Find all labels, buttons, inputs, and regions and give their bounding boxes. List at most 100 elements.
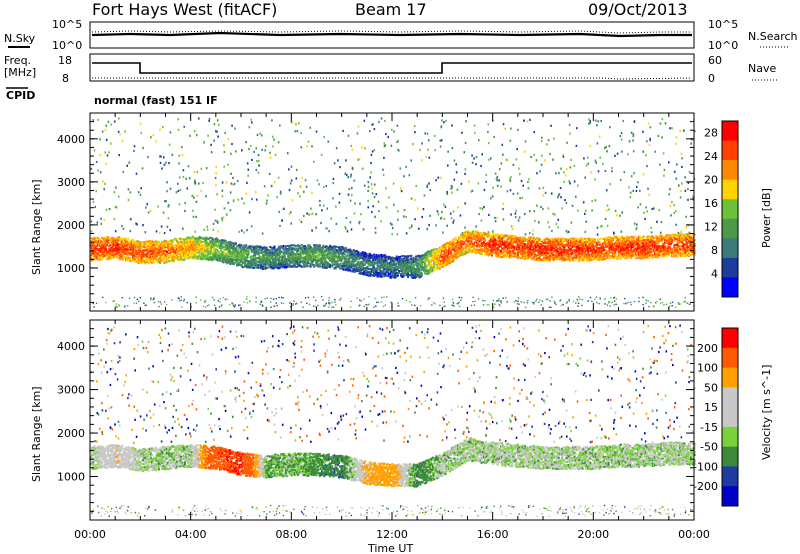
power-echo-cell bbox=[464, 230, 467, 233]
power-echo-cell bbox=[133, 255, 135, 258]
power-echo-cell bbox=[224, 260, 227, 263]
power-echo-cell bbox=[296, 262, 299, 265]
power-echo-cell bbox=[413, 275, 416, 277]
power-echo-cell bbox=[461, 247, 464, 250]
power-echo-cell bbox=[374, 271, 377, 274]
power-echo-cell bbox=[407, 258, 410, 261]
power-echo-cell bbox=[179, 251, 182, 254]
power-echo-cell bbox=[318, 263, 321, 266]
power-echo-cell bbox=[90, 254, 92, 257]
power-echo-cell bbox=[242, 254, 245, 257]
power-echo-cell bbox=[139, 241, 142, 244]
power-echo-cell bbox=[473, 248, 476, 251]
power-echo-cell bbox=[146, 253, 149, 255]
power-echo-cell bbox=[110, 248, 113, 251]
power-echo-cell bbox=[127, 256, 130, 259]
power-echo-cell bbox=[316, 259, 319, 262]
power-echo-cell bbox=[216, 258, 219, 261]
power-echo-cell bbox=[420, 273, 423, 276]
power-echo-cell bbox=[202, 250, 205, 253]
power-echo-cell bbox=[257, 245, 260, 248]
power-echo-cell bbox=[249, 260, 252, 263]
power-echo-cell bbox=[360, 271, 363, 274]
power-echo-cell bbox=[382, 260, 385, 263]
power-echo-cell bbox=[110, 256, 113, 259]
power-echo-cell bbox=[222, 254, 225, 257]
power-echo-cell bbox=[242, 256, 245, 259]
power-echo-cell bbox=[452, 246, 455, 249]
power-echo-cell bbox=[430, 249, 433, 252]
power-echo-cell bbox=[420, 272, 423, 275]
power-echo-cell bbox=[178, 253, 181, 256]
power-echo-cell bbox=[204, 250, 207, 253]
power-echo-cell bbox=[319, 259, 322, 262]
power-echo-cell bbox=[299, 264, 302, 267]
power-echo-cell bbox=[151, 247, 154, 250]
power-echo-cell bbox=[147, 257, 150, 260]
power-echo-cell bbox=[273, 253, 276, 256]
power-echo-cell bbox=[307, 258, 310, 261]
power-echo-cell bbox=[331, 256, 334, 259]
power-echo-cell bbox=[285, 252, 288, 255]
power-echo-cell bbox=[181, 246, 184, 249]
power-echo-cell bbox=[218, 257, 220, 260]
power-echo-cell bbox=[265, 252, 268, 254]
power-echo-cell bbox=[436, 265, 439, 268]
power-echo-cell bbox=[227, 258, 229, 261]
power-echo-cell bbox=[255, 262, 258, 265]
power-echo-cell bbox=[147, 249, 150, 252]
power-echo-cell bbox=[466, 245, 468, 248]
power-echo-cell bbox=[189, 249, 192, 252]
power-echo-cell bbox=[428, 269, 431, 272]
power-echo-cell bbox=[165, 258, 168, 261]
power-echo-cell bbox=[445, 256, 448, 259]
power-echo-cell bbox=[215, 239, 218, 242]
power-echo-cell bbox=[278, 245, 280, 248]
power-echo-cell bbox=[375, 256, 378, 259]
power-echo-cell bbox=[180, 245, 183, 248]
power-echo-cell bbox=[182, 241, 185, 244]
power-echo-cell bbox=[242, 247, 245, 250]
power-echo-cell bbox=[357, 260, 360, 263]
noise-left-tick-high: 10^5 bbox=[52, 18, 82, 31]
power-echo-cell bbox=[333, 263, 336, 266]
power-echo-cell bbox=[377, 273, 380, 276]
power-echo-cell bbox=[418, 262, 421, 265]
power-echo-cell bbox=[153, 261, 156, 264]
power-echo-cell bbox=[239, 255, 242, 258]
power-echo-cell bbox=[212, 250, 215, 253]
power-echo-cell bbox=[231, 246, 234, 249]
power-echo-cell bbox=[340, 249, 343, 252]
power-echo-cell bbox=[289, 257, 292, 260]
power-echo-cell bbox=[444, 262, 447, 265]
power-echo-cell bbox=[455, 254, 458, 257]
power-echo-cell bbox=[316, 247, 319, 250]
power-echo-cell bbox=[488, 244, 491, 246]
power-echo-cell bbox=[335, 249, 338, 252]
power-echo-cell bbox=[93, 249, 96, 252]
power-echo-cell bbox=[377, 271, 380, 274]
power-echo-cell bbox=[433, 253, 436, 256]
power-echo-cell bbox=[344, 256, 347, 259]
power-echo-cell bbox=[210, 258, 212, 261]
power-echo-cell bbox=[257, 261, 260, 264]
power-echo-cell bbox=[344, 268, 347, 271]
power-echo-cell bbox=[487, 248, 490, 251]
power-echo-cell bbox=[411, 276, 414, 279]
power-echo-cell bbox=[338, 254, 340, 257]
power-echo-cell bbox=[454, 248, 457, 251]
power-echo-cell bbox=[398, 270, 400, 272]
power-echo-cell bbox=[109, 255, 112, 258]
power-echo-cell bbox=[305, 248, 308, 251]
power-echo-cell bbox=[341, 255, 344, 258]
power-echo-cell bbox=[460, 251, 463, 254]
power-echo-cell bbox=[365, 252, 368, 255]
power-echo-cell bbox=[103, 251, 106, 254]
power-echo-cell bbox=[329, 266, 331, 269]
power-echo-cell bbox=[116, 248, 118, 251]
power-echo-cell bbox=[364, 270, 367, 273]
power-echo-cell bbox=[298, 259, 301, 262]
power-echo-cell bbox=[187, 245, 190, 248]
power-echo-cell bbox=[180, 258, 183, 261]
